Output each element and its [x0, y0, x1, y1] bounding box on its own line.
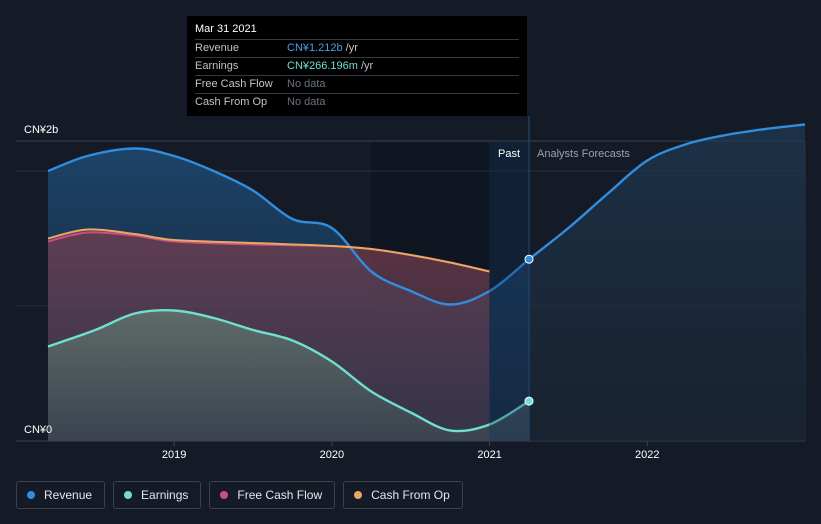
x-axis-ticks: 2019 2020 2021 2022	[162, 441, 660, 461]
past-label: Past	[498, 148, 520, 160]
divider-band	[489, 141, 530, 441]
tooltip-label: Earnings	[195, 60, 239, 72]
x-tick-label: 2019	[162, 449, 186, 461]
earnings-area	[48, 310, 530, 441]
tooltip-unit: /yr	[360, 60, 374, 72]
legend-label: Cash From Op	[371, 488, 450, 502]
revenue-line	[47, 147, 530, 306]
legend-dot	[124, 491, 133, 499]
x-tick-label: 2021	[477, 449, 501, 461]
series-lines	[47, 123, 806, 433]
tooltip-date: Mar 31 2021	[195, 23, 257, 35]
tooltip-unit: /yr	[345, 42, 358, 54]
forecast-label: Analysts Forecasts	[537, 148, 630, 160]
revenue-forecast-area	[529, 124, 805, 441]
legend-label: Earnings	[141, 488, 189, 502]
earnings-line	[47, 308, 530, 433]
x-tick-label: 2020	[320, 449, 344, 461]
highlight-point	[524, 254, 534, 264]
y-axis-max-label: CN¥2b	[24, 124, 58, 136]
legend-label: Revenue	[44, 488, 93, 502]
tooltip-value: CN¥266.196m	[287, 60, 358, 72]
y-axis-min-label: CN¥0	[24, 424, 52, 436]
legend-item-free-cash-flow[interactable]: Free Cash Flow	[209, 481, 336, 509]
tooltip-label: Cash From Op	[195, 96, 268, 108]
legend-dot	[220, 491, 229, 499]
highlight-point	[524, 396, 534, 406]
tooltip-row-free-cash-flow: Free Cash Flow No data	[195, 75, 519, 93]
tooltip-row-cash-from-op: Cash From Op No data	[195, 93, 519, 111]
legend-dot	[27, 491, 35, 499]
legend-item-revenue[interactable]: Revenue	[16, 481, 106, 509]
tooltip-value: No data	[287, 96, 326, 108]
tooltip-row-earnings: Earnings CN¥266.196m /yr	[195, 57, 519, 75]
legend: Revenue Earnings Free Cash Flow Cash Fro…	[16, 481, 463, 509]
tooltip: Mar 31 2021 Revenue CN¥1.212b /yr Earnin…	[187, 16, 527, 116]
revenue-forecast-line	[528, 123, 806, 261]
legend-dot	[354, 491, 363, 499]
legend-label: Free Cash Flow	[237, 488, 323, 502]
tooltip-row-revenue: Revenue CN¥1.212b /yr	[195, 39, 519, 57]
x-tick-label: 2022	[635, 449, 659, 461]
tooltip-label: Free Cash Flow	[195, 78, 273, 90]
legend-item-cash-from-op[interactable]: Cash From Op	[343, 481, 463, 509]
tooltip-label: Revenue	[195, 42, 240, 54]
tooltip-value: CN¥1.212b	[287, 42, 343, 54]
cash-from-op-line	[47, 228, 490, 273]
tooltip-value: No data	[287, 78, 326, 90]
legend-item-earnings[interactable]: Earnings	[113, 481, 202, 509]
highlight-points	[524, 254, 534, 406]
